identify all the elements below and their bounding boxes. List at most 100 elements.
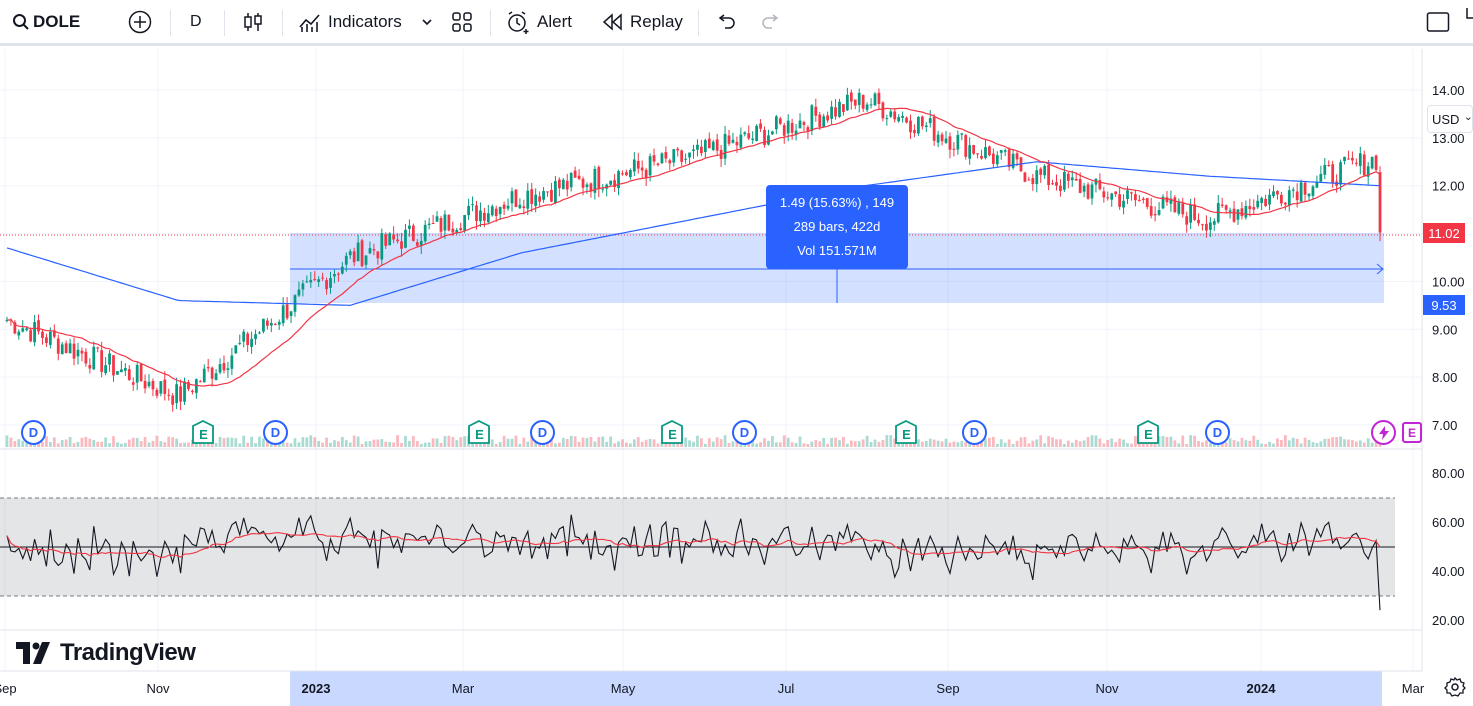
candle-body xyxy=(159,381,163,394)
candle-body xyxy=(1287,190,1291,206)
volume-bar xyxy=(80,437,84,447)
tradingview-logo-icon xyxy=(16,642,50,664)
volume-bar xyxy=(711,441,715,447)
upcoming-event-marker[interactable] xyxy=(1371,420,1396,445)
volume-bar xyxy=(853,441,857,447)
undo-button[interactable] xyxy=(716,0,736,44)
interval-button[interactable]: D xyxy=(190,13,202,30)
chart-type-button[interactable] xyxy=(242,0,264,44)
layouts-button[interactable] xyxy=(451,0,473,44)
volume-bar xyxy=(920,441,924,447)
candle-body xyxy=(1003,150,1007,152)
volume-bar xyxy=(139,441,143,447)
candle-body xyxy=(396,239,399,242)
candle-body xyxy=(703,140,707,153)
volume-bar xyxy=(479,443,482,447)
undo-icon xyxy=(718,14,735,29)
candle-body xyxy=(771,131,774,135)
candle-body xyxy=(52,330,56,337)
volume-bar xyxy=(1098,438,1102,447)
candle-body xyxy=(210,367,214,379)
candle-body xyxy=(526,190,530,209)
tradingview-logo[interactable]: TradingView xyxy=(16,639,196,667)
candle-body xyxy=(435,216,439,222)
earnings-marker[interactable]: E xyxy=(191,420,216,445)
volume-bar xyxy=(360,443,364,447)
candle-body xyxy=(1063,172,1066,190)
volume-bar xyxy=(1043,443,1047,447)
volume-bar xyxy=(593,441,597,447)
more-button[interactable] xyxy=(1466,0,1473,36)
replay-button[interactable]: Replay xyxy=(602,0,683,44)
candle-body xyxy=(230,355,234,369)
volume-bar xyxy=(246,442,250,447)
candle-body xyxy=(258,332,261,334)
symbol-search[interactable]: DOLE xyxy=(12,0,80,44)
candle-body xyxy=(1043,165,1047,176)
earnings-marker[interactable]: E xyxy=(894,420,919,445)
volume-bar xyxy=(127,439,131,447)
candle-body xyxy=(561,179,565,190)
volume-bar xyxy=(309,435,313,447)
upcoming-earnings-marker[interactable]: E xyxy=(1402,422,1422,443)
chart-area[interactable]: 14.00 13.00 12.00 10.00 9.00 8.00 7.00 80.00 60… xyxy=(0,49,1473,706)
candle-body xyxy=(285,304,289,319)
volume-bar xyxy=(818,441,822,447)
alert-button[interactable]: Alert xyxy=(506,0,572,44)
rsi-tick-label: 20.00 xyxy=(1432,613,1465,628)
rsi-tick-label: 80.00 xyxy=(1432,466,1465,481)
candle-body xyxy=(794,130,798,135)
measure-bars: 289 bars, 422d xyxy=(793,219,881,234)
dividend-marker[interactable]: D xyxy=(263,420,288,445)
candle-body xyxy=(680,150,684,162)
candle-body xyxy=(198,381,202,383)
alert-label: Alert xyxy=(537,12,572,31)
candle-body xyxy=(617,171,620,189)
candle-body xyxy=(479,210,482,222)
volume-bar xyxy=(1347,439,1350,447)
candle-body xyxy=(731,139,735,143)
earnings-marker[interactable]: E xyxy=(1136,420,1161,445)
dividend-marker[interactable]: D xyxy=(732,420,757,445)
volume-bar xyxy=(155,435,159,447)
candle-body xyxy=(269,322,273,326)
candle-body xyxy=(1331,164,1335,183)
earnings-flag-icon xyxy=(895,420,917,444)
volume-bar xyxy=(1185,443,1189,447)
indicators-button[interactable]: Indicators xyxy=(298,0,402,44)
volume-bar xyxy=(356,436,360,447)
candle-body xyxy=(782,125,786,136)
fullscreen-button[interactable] xyxy=(1426,0,1450,44)
volume-bar xyxy=(443,436,447,447)
candle-body xyxy=(447,214,451,231)
candle-body xyxy=(818,114,822,127)
indicators-dropdown[interactable] xyxy=(420,0,434,44)
measure-tooltip: 1.49 (15.63%) , 149 289 bars, 422d Vol 1… xyxy=(766,185,908,269)
dividend-marker[interactable]: D xyxy=(21,420,46,445)
settings-button[interactable] xyxy=(1444,676,1468,700)
candle-body xyxy=(234,345,238,354)
measure-arrow-head-right xyxy=(1376,263,1384,275)
earnings-marker[interactable]: E xyxy=(467,420,492,445)
candle-body xyxy=(522,206,526,208)
compare-button[interactable] xyxy=(128,0,152,44)
volume-bar xyxy=(613,443,616,447)
dividend-marker[interactable]: D xyxy=(962,420,987,445)
volume-bar xyxy=(534,442,538,447)
dividend-marker[interactable]: D xyxy=(1205,420,1230,445)
currency-selector[interactable]: USD xyxy=(1427,105,1473,133)
redo-button[interactable] xyxy=(761,0,781,44)
price-chart[interactable]: 14.00 13.00 12.00 10.00 9.00 8.00 7.00 80.00 60… xyxy=(0,49,1473,706)
volume-bar xyxy=(297,442,301,447)
dividend-marker[interactable]: D xyxy=(530,420,555,445)
candle-body xyxy=(980,155,983,159)
candle-body xyxy=(1181,203,1185,215)
candle-body xyxy=(1264,198,1267,206)
volume-bar xyxy=(325,437,328,447)
volume-bar xyxy=(84,436,88,447)
candle-body xyxy=(17,331,21,336)
corner-icon xyxy=(1466,8,1473,19)
candle-body xyxy=(723,133,727,159)
candle-body xyxy=(187,382,190,390)
earnings-marker[interactable]: E xyxy=(660,420,685,445)
